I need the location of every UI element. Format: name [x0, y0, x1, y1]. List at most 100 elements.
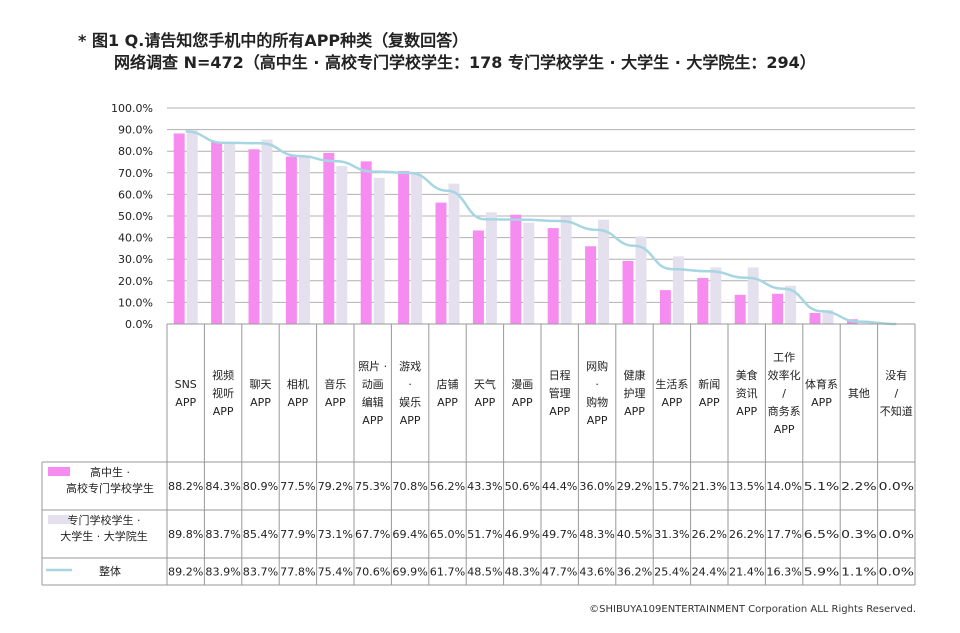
table-value-series-3: 47.7%	[542, 566, 577, 579]
table-value-series-1: 79.2%	[318, 480, 353, 493]
table-value-series-2: 31.3%	[654, 528, 689, 541]
table-value-series-3: 25.4%	[654, 566, 689, 579]
legend-label-series-3: 整体	[99, 564, 121, 578]
category-label: 网购·购物 APP	[586, 359, 608, 427]
table-value-series-1: 56.2%	[430, 480, 465, 493]
bar-series-2	[411, 174, 423, 324]
y-tick-label: 70.0%	[118, 167, 153, 180]
table-value-series-3: 77.8%	[280, 566, 315, 579]
table-value-series-1: 80.9%	[243, 480, 278, 493]
table-value-series-2: 69.4%	[392, 528, 427, 541]
category-label: 天气 APP	[474, 377, 496, 409]
bar-series-2	[747, 267, 759, 324]
table-value-series-3: 1.1%	[841, 566, 876, 579]
y-tick-label: 80.0%	[118, 145, 153, 158]
table-value-series-2: 17.7%	[766, 528, 801, 541]
table-value-series-2: 6.5%	[804, 528, 839, 541]
legend-label-series-2: 专门学校学生 ·大学生 · 大学院生	[60, 513, 148, 543]
category-label: 店铺 APP	[437, 377, 459, 409]
table-value-series-3: 69.9%	[392, 566, 427, 579]
table-value-series-3: 48.3%	[505, 566, 540, 579]
table-value-series-1: 21.3%	[692, 480, 727, 493]
bar-series-1	[398, 171, 410, 324]
table-value-series-2: 49.7%	[542, 528, 577, 541]
category-label: 视频视听 APP	[212, 368, 234, 418]
y-tick-label: 30.0%	[118, 253, 153, 266]
bar-series-2	[672, 256, 684, 324]
bar-series-1	[659, 290, 671, 324]
bar-series-1	[472, 230, 484, 324]
table-value-series-2: 26.2%	[729, 528, 764, 541]
table-value-series-2: 0.0%	[879, 528, 914, 541]
table-value-series-1: 50.6%	[505, 480, 540, 493]
y-tick-label: 0.0%	[125, 318, 153, 331]
table-value-series-1: 5.1%	[804, 480, 839, 493]
table-value-series-1: 70.8%	[392, 480, 427, 493]
bar-series-1	[585, 246, 597, 324]
table-value-series-2: 73.1%	[318, 528, 353, 541]
bar-series-2	[523, 222, 535, 324]
bar-series-1	[211, 141, 223, 324]
category-label: 体育系 APP	[805, 377, 838, 409]
table-value-series-1: 14.0%	[766, 480, 801, 493]
table-value-series-3: 43.6%	[579, 566, 614, 579]
bar-series-1	[435, 202, 447, 324]
bar-series-1	[697, 277, 709, 324]
category-label: 美食资讯 APP	[736, 368, 758, 418]
legend-label-series-1: 高中生 ·高校专门学校学生	[66, 465, 154, 495]
table-value-series-3: 36.2%	[617, 566, 652, 579]
bar-series-2	[710, 267, 722, 324]
table-value-series-3: 48.5%	[467, 566, 502, 579]
y-tick-label: 100.0%	[111, 102, 153, 115]
bar-series-2	[261, 139, 273, 324]
bar-series-2	[448, 183, 460, 324]
bar-series-2	[186, 130, 198, 324]
table-value-series-1: 77.5%	[280, 480, 315, 493]
category-label: 照片 ·动画编辑 APP	[358, 360, 387, 427]
bar-series-2	[485, 212, 497, 324]
category-label: 漫画 APP	[511, 377, 533, 409]
table-value-series-1: 44.4%	[542, 480, 577, 493]
category-label: 相机 APP	[287, 377, 309, 409]
table-value-series-3: 70.6%	[355, 566, 390, 579]
table-value-series-2: 26.2%	[692, 528, 727, 541]
bar-series-1	[360, 161, 372, 324]
table-value-series-1: 84.3%	[205, 480, 240, 493]
table-value-series-2: 40.5%	[617, 528, 652, 541]
bar-series-2	[635, 236, 647, 324]
bar-series-2	[373, 177, 385, 324]
y-tick-label: 90.0%	[118, 124, 153, 137]
table-value-series-1: 2.2%	[841, 480, 876, 493]
category-label: 日程管理 APP	[549, 369, 571, 418]
table-value-series-1: 43.3%	[467, 480, 502, 493]
category-label: 其他	[848, 387, 870, 400]
table-value-series-2: 51.7%	[467, 528, 502, 541]
bar-series-2	[224, 143, 236, 324]
bar-series-1	[734, 294, 746, 324]
bar-series-1	[285, 156, 297, 324]
bar-series-1	[248, 149, 260, 324]
table-value-series-2: 65.0%	[430, 528, 465, 541]
table-value-series-3: 61.7%	[430, 566, 465, 579]
bar-series-1	[772, 293, 784, 324]
table-value-series-3: 0.0%	[879, 566, 914, 579]
table-value-series-2: 46.9%	[505, 528, 540, 541]
table-value-series-3: 24.4%	[692, 566, 727, 579]
table-value-series-1: 88.2%	[168, 480, 203, 493]
bar-series-2	[298, 155, 310, 324]
bar-series-1	[510, 214, 522, 324]
legend-swatch-series-1	[48, 467, 70, 476]
bar-series-1	[547, 228, 559, 324]
y-tick-label: 60.0%	[118, 188, 153, 201]
table-value-series-2: 89.8%	[168, 528, 203, 541]
table-value-series-3: 75.4%	[318, 566, 353, 579]
title-line-1: * 图1 Q.请告知您手机中的所有APP种类（复数回答）	[78, 31, 469, 50]
category-label: 工作效率化/商务系 APP	[768, 351, 801, 436]
table-value-series-1: 75.3%	[355, 480, 390, 493]
bar-series-1	[809, 312, 821, 324]
table-value-series-1: 29.2%	[617, 480, 652, 493]
bar-series-2	[336, 166, 348, 324]
table-value-series-3: 89.2%	[168, 566, 203, 579]
table-value-series-2: 67.7%	[355, 528, 390, 541]
